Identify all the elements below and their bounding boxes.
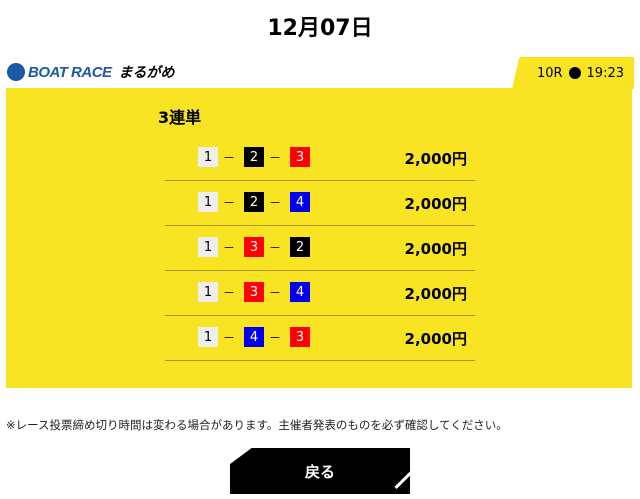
- boat-number-2: 2: [244, 147, 264, 167]
- dash: －: [269, 150, 282, 165]
- boat-number-3: 3: [244, 282, 264, 302]
- bet-type: 3連単: [158, 108, 202, 127]
- bet-amount: 2,000円: [404, 195, 467, 213]
- boat-number-2: 2: [290, 237, 310, 257]
- dash: －: [223, 285, 236, 300]
- boat-number-3: 3: [244, 237, 264, 257]
- bet-row: 1 － 4 － 3 2,000円: [165, 316, 475, 361]
- boat-number-4: 4: [244, 327, 264, 347]
- boat-number-1: 1: [198, 327, 218, 347]
- dash: －: [269, 330, 282, 345]
- bet-list: 1 － 2 － 3 2,000円 1 － 2 － 4 2,000円 1 － 3 － 2 2,000円 1 － 3 － 4 2,…: [165, 136, 475, 361]
- notice-text: ※レース投票締め切り時間は変わる場合があります。主催者発表のものを必ず確認してく…: [6, 418, 508, 432]
- boat-number-1: 1: [198, 282, 218, 302]
- boat-number-4: 4: [290, 192, 310, 212]
- race-time: 19:23: [586, 65, 624, 81]
- race-number: 10R: [536, 65, 563, 81]
- bet-amount: 2,000円: [404, 285, 467, 303]
- race-info-tab: 10R 19:23: [512, 57, 634, 89]
- boat-number-1: 1: [198, 147, 218, 167]
- bet-row: 1 － 2 － 3 2,000円: [165, 136, 475, 181]
- bet-row: 1 － 3 － 4 2,000円: [165, 271, 475, 316]
- dash: －: [223, 240, 236, 255]
- boatrace-emblem-icon: [7, 63, 25, 81]
- boat-number-2: 2: [244, 192, 264, 212]
- boat-number-3: 3: [290, 147, 310, 167]
- page-date: 12月07日: [267, 16, 373, 41]
- dash: －: [269, 195, 282, 210]
- boat-number-1: 1: [198, 192, 218, 212]
- dash: －: [269, 240, 282, 255]
- boat-number-4: 4: [290, 282, 310, 302]
- brand-text: BOAT RACE: [28, 63, 112, 81]
- dash: －: [223, 330, 236, 345]
- bet-amount: 2,000円: [404, 330, 467, 348]
- dash: －: [269, 285, 282, 300]
- boat-number-1: 1: [198, 237, 218, 257]
- venue-text: まるがめ: [118, 65, 175, 81]
- bet-panel: 3連単 1 － 2 － 3 2,000円 1 － 2 － 4 2,000円 1 － 3 － 2 2,000円 1 － 3…: [6, 88, 632, 388]
- back-button[interactable]: 戻る: [230, 448, 410, 494]
- boatrace-logo: BOAT RACE まるがめ: [7, 62, 175, 82]
- dash: －: [223, 150, 236, 165]
- bet-row: 1 － 3 － 2 2,000円: [165, 226, 475, 271]
- dash: －: [223, 195, 236, 210]
- bet-amount: 2,000円: [404, 150, 467, 168]
- boat-number-3: 3: [290, 327, 310, 347]
- bet-row: 1 － 2 － 4 2,000円: [165, 181, 475, 226]
- bet-amount: 2,000円: [404, 240, 467, 258]
- clock-icon: [568, 67, 581, 79]
